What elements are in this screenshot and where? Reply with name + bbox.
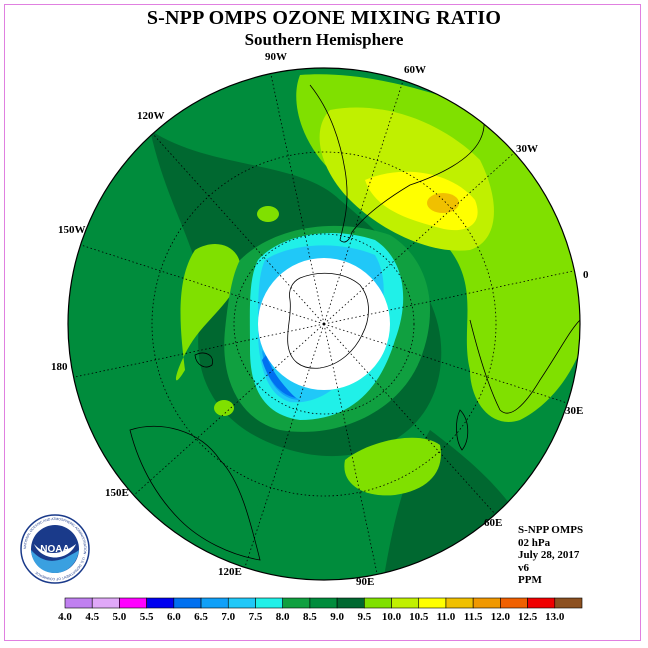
lon-label-90w: 90W	[265, 51, 287, 63]
lon-label-180: 180	[51, 361, 68, 373]
lon-label-90e: 90E	[356, 576, 374, 588]
figure-frame	[4, 4, 641, 641]
field-11p0-11p5	[427, 193, 459, 213]
info-date: July 28, 2017	[518, 549, 580, 561]
lon-label-60e: 60E	[484, 517, 502, 529]
antarctica-outline	[287, 272, 369, 369]
meridian-line	[133, 323, 325, 496]
lon-label-60w: 60W	[404, 64, 426, 76]
latitude-circle	[151, 151, 497, 497]
meridian-line	[323, 270, 575, 325]
meridian-line	[323, 152, 515, 325]
meridian-line	[152, 133, 325, 325]
lon-label-30w: 30W	[516, 143, 538, 155]
field-9p5-south-blob	[344, 437, 441, 496]
meridian-line	[244, 323, 325, 568]
meridian-line	[80, 244, 325, 325]
lon-label-0: 0	[583, 269, 589, 281]
main-title: S-NPP OMPS OZONE MIXING RATIO	[146, 7, 502, 29]
meridian-line	[323, 323, 568, 404]
meridian-line	[323, 323, 496, 515]
info-block: S-NPP OMPS 02 hPa July 28, 2017 v6 PPM	[518, 524, 583, 587]
noaa-logo-text: NOAA	[40, 544, 69, 555]
lon-label-120e: 120E	[218, 566, 242, 578]
meridian-line	[270, 73, 325, 325]
meridian-line	[73, 323, 325, 378]
info-instrument: S-NPP OMPS	[518, 524, 584, 536]
noaa-logo: NOAA NATIONAL OCEANIC AND ATMOSPHERIC AD…	[20, 514, 90, 584]
lon-label-30e: 30E	[565, 405, 583, 417]
field-6p0-6p5	[262, 355, 296, 398]
meridian-line	[323, 323, 378, 575]
field-9p5-west-blob	[175, 244, 241, 381]
info-units: PPM	[518, 574, 542, 586]
coastlines	[129, 84, 580, 561]
lon-label-120w: 120W	[137, 110, 165, 122]
field-10p5-11p0	[365, 171, 478, 231]
map-boundary	[67, 67, 581, 581]
field-9p5-small-blob	[257, 206, 279, 222]
graticule	[73, 73, 575, 575]
lon-label-150w: 150W	[58, 224, 86, 236]
meridian-line	[323, 80, 404, 325]
info-version: v6	[518, 561, 529, 574]
info-level: 02 hPa	[518, 536, 551, 549]
latitude-circle	[233, 233, 415, 415]
subtitle: Southern Hemisphere	[244, 30, 404, 49]
lon-label-150e: 150E	[105, 487, 129, 499]
field-9p5-small-blob-2	[214, 400, 234, 416]
